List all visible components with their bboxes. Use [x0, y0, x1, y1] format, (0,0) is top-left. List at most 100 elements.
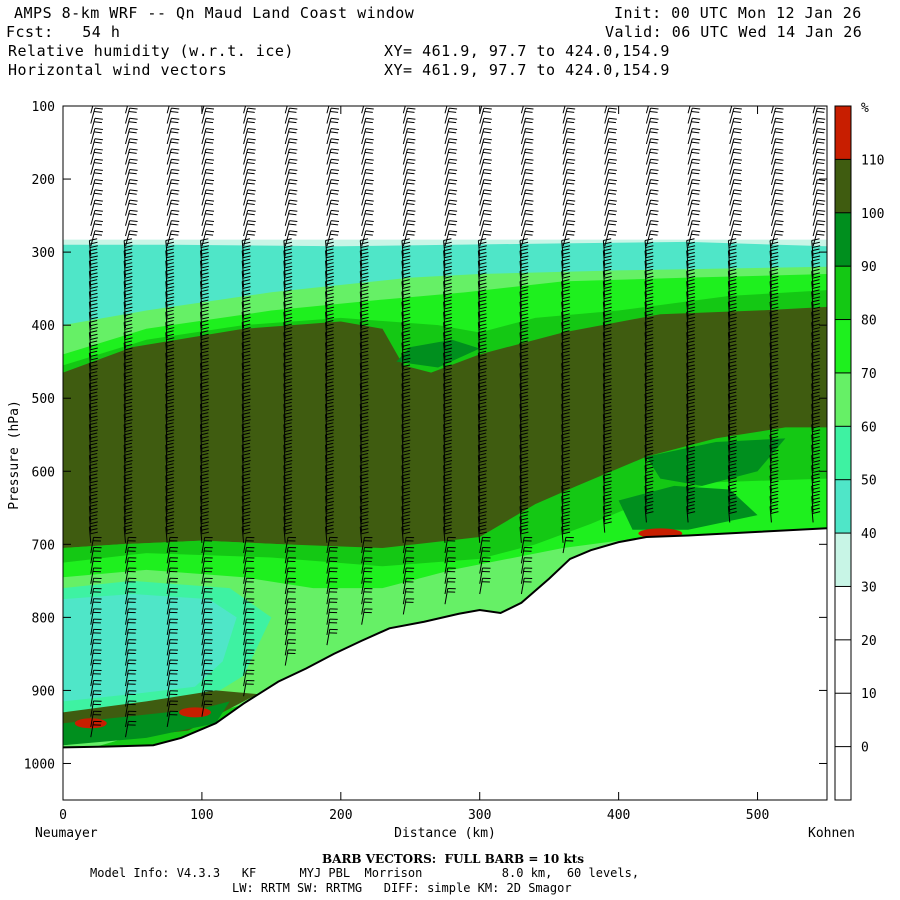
wind-barb-feather — [519, 248, 528, 252]
wind-barb-feather — [443, 384, 452, 388]
wind-barb-feather — [645, 378, 654, 382]
wind-barb-feather — [483, 189, 492, 192]
wind-barb-staff — [361, 199, 367, 216]
y-tick-label: 800 — [32, 611, 55, 626]
wind-barb-feather — [165, 442, 174, 446]
wind-barb-feather — [770, 480, 779, 484]
wind-barb-feather — [817, 179, 826, 182]
wind-barb-feather — [769, 340, 778, 344]
wind-barb-staff — [90, 179, 96, 196]
wind-barb-feather — [360, 354, 369, 358]
wind-barb-feather — [242, 473, 251, 477]
wind-barb-feather — [124, 422, 133, 426]
wind-barb-feather — [205, 162, 214, 165]
wind-barb-feather — [775, 117, 784, 120]
wind-barb-feather — [402, 408, 411, 412]
wind-barb-feather — [686, 309, 695, 313]
wind-barb-feather — [444, 521, 453, 525]
wind-barb-feather — [166, 388, 175, 392]
rh-over-110-patch — [178, 707, 211, 718]
wind-barb-feather — [171, 168, 180, 171]
wind-barb-feather — [603, 374, 612, 378]
wind-barb-feather — [89, 497, 98, 501]
wind-barb-feather — [644, 289, 653, 293]
wind-barb-staff — [326, 537, 331, 554]
wind-barb-feather — [325, 248, 334, 252]
wind-barb-feather — [171, 220, 180, 223]
wind-barb-feather — [603, 330, 612, 334]
wind-barb-feather — [812, 245, 821, 249]
wind-barb-feather — [360, 268, 369, 272]
wind-barb-feather — [283, 248, 292, 252]
wind-barb-feather — [360, 306, 369, 310]
wind-barb-feather — [478, 473, 487, 477]
wind-barb-feather — [478, 442, 487, 446]
wind-barb-feather — [283, 330, 292, 334]
wind-barb-feather — [728, 238, 737, 242]
wind-barb-feather — [325, 476, 334, 480]
wind-barb-feather — [407, 168, 416, 171]
wind-barb-feather — [687, 255, 696, 259]
wind-barb-staff — [326, 547, 331, 564]
wind-barb-feather — [645, 470, 654, 474]
wind-barb-feather — [607, 151, 616, 154]
colorbar-segment — [835, 106, 851, 160]
wind-barb-feather — [201, 500, 210, 504]
wind-barb-staff — [562, 537, 567, 554]
wind-barb-feather — [519, 381, 528, 385]
wind-barb-feather — [89, 292, 98, 296]
wind-barb-feather — [650, 168, 659, 171]
wind-barb-feather — [692, 199, 701, 202]
wind-barb-feather — [242, 268, 251, 272]
wind-barb-feather — [607, 213, 616, 216]
wind-barb-feather — [566, 203, 575, 205]
wind-barb-feather — [89, 429, 98, 433]
wind-barb-feather — [811, 350, 820, 354]
wind-barb-staff — [90, 680, 95, 697]
wind-barb-feather — [728, 453, 737, 456]
wind-barb-feather — [603, 292, 612, 296]
wind-barb-feather — [769, 473, 778, 477]
wind-barb-feather — [478, 279, 487, 282]
wind-barb-feather — [770, 408, 779, 412]
wind-barb-feather — [325, 483, 334, 487]
wind-barb-staff — [326, 220, 332, 237]
wind-barb-feather — [242, 367, 251, 371]
wind-barb-feather — [166, 255, 175, 259]
wind-barb-feather — [401, 524, 410, 528]
wind-barb-feather — [201, 470, 210, 474]
wind-barb-feather — [124, 460, 133, 463]
wind-barb-feather — [443, 258, 452, 262]
wind-barb-feather — [242, 507, 251, 511]
wind-barb-feather — [686, 425, 695, 429]
wind-barb-staff — [201, 159, 207, 175]
wind-barb-feather — [124, 528, 133, 531]
wind-barb-feather — [360, 333, 369, 337]
wind-barb-feather — [520, 466, 529, 470]
wind-barb-staff — [479, 107, 485, 124]
wind-barb-feather — [816, 203, 825, 205]
wind-barb-staff — [283, 526, 286, 543]
wind-barb-feather — [171, 107, 180, 110]
wind-barb-feather — [401, 340, 410, 344]
wind-barb-staff — [90, 659, 95, 676]
wind-barb-feather — [775, 138, 784, 141]
wind-barb-feather — [331, 148, 340, 151]
wind-barb-feather — [478, 466, 487, 470]
wind-barb-feather — [645, 344, 654, 347]
wind-barb-feather — [562, 429, 571, 433]
wind-barb-feather — [603, 265, 612, 269]
wind-barb-feather — [478, 272, 487, 276]
wind-barb-feather — [478, 487, 487, 490]
wind-barb-feather — [200, 483, 209, 487]
wind-barb-feather — [686, 292, 695, 296]
wind-barb-feather — [283, 442, 292, 446]
wind-barb-staff — [562, 159, 568, 175]
wind-barb-feather — [444, 388, 453, 392]
wind-barb-feather — [406, 151, 415, 154]
wind-barb-feather — [728, 344, 737, 347]
wind-barb-feather — [478, 391, 487, 395]
wind-barb-feather — [242, 371, 251, 374]
wind-barb-feather — [483, 101, 491, 102]
wind-barb-feather — [449, 230, 458, 233]
